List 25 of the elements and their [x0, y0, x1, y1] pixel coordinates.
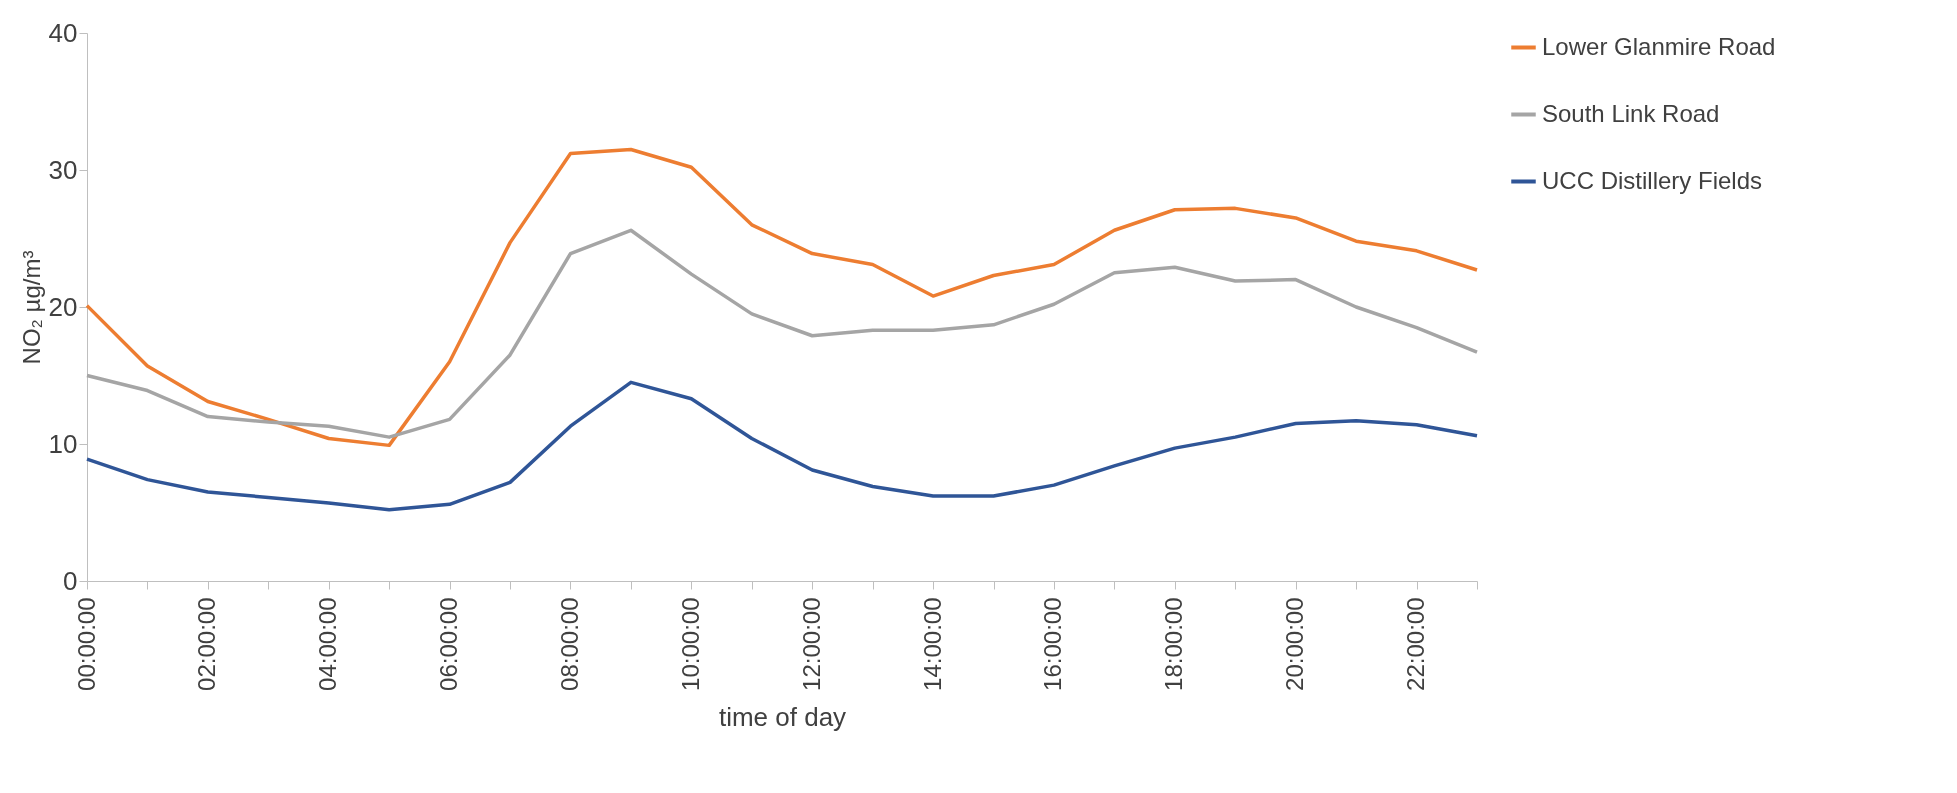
y-tick-label: 40 — [48, 17, 78, 48]
line-series — [85, 380, 1479, 512]
legend-label: South Link Road — [1542, 99, 1720, 127]
line-series — [85, 147, 1479, 448]
x-tick-label: 12:00:00 — [797, 597, 825, 691]
x-axis-title: time of day — [718, 701, 847, 732]
x-tick-label: 16:00:00 — [1039, 597, 1067, 691]
x-tick-label: 06:00:00 — [435, 597, 463, 691]
y-tick-label: 30 — [48, 154, 78, 185]
y-axis-title: NO₂ µg/m³ — [17, 250, 45, 365]
legend-label: Lower Glanmire Road — [1542, 32, 1776, 60]
x-tick-label: 14:00:00 — [918, 597, 946, 691]
x-tick-label: 18:00:00 — [1160, 597, 1188, 691]
legend-label: UCC Distillery Fields — [1542, 166, 1763, 194]
x-tick-label: 00:00:00 — [72, 597, 100, 691]
x-tick-label: 10:00:00 — [676, 597, 704, 691]
x-tick-label: 22:00:00 — [1402, 597, 1430, 691]
y-tick-label: 20 — [48, 291, 78, 322]
x-tick-label: 02:00:00 — [193, 597, 221, 691]
x-tick-label: 04:00:00 — [314, 597, 342, 691]
x-tick-label: 08:00:00 — [555, 597, 583, 691]
y-tick-label: 0 — [63, 565, 78, 596]
x-tick-label: 20:00:00 — [1281, 597, 1309, 691]
line-series — [85, 228, 1479, 439]
y-tick-label: 10 — [48, 428, 78, 459]
